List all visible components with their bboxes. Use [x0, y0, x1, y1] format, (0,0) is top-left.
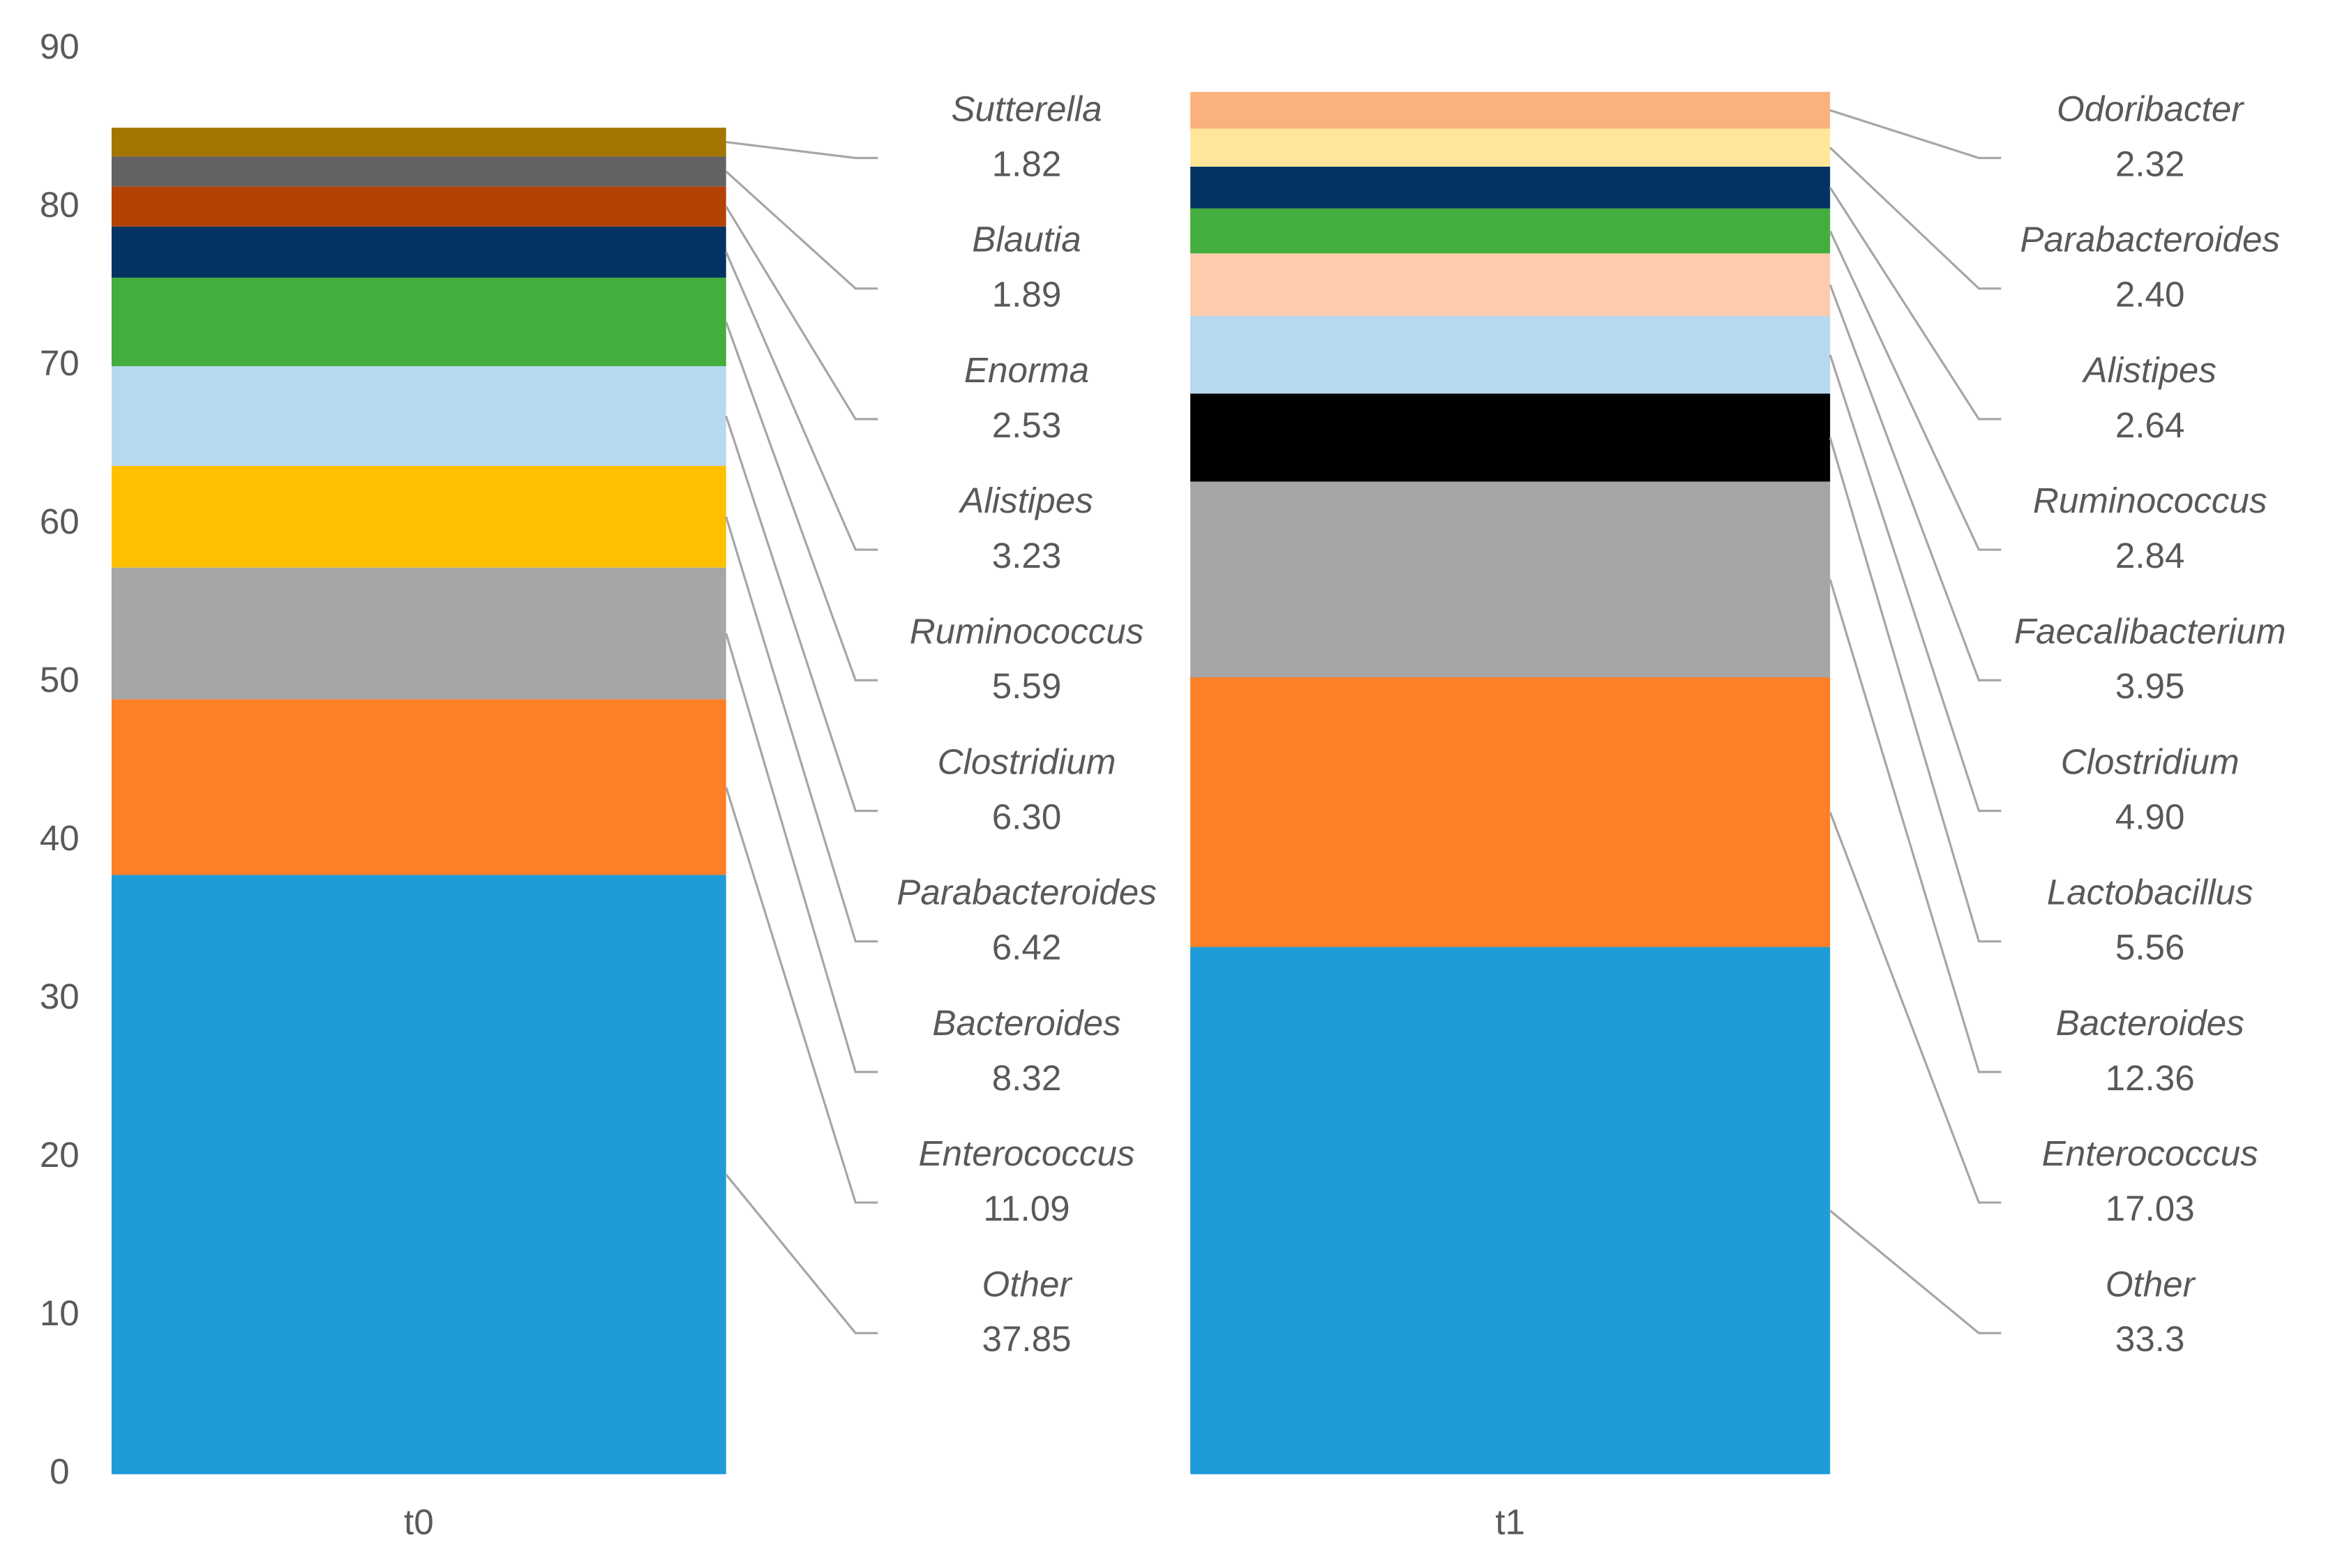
segment-value: 2.64 [2115, 405, 2185, 445]
leader-line [1829, 811, 2002, 1204]
y-tick-label: 70 [40, 343, 80, 383]
segment-value: 6.42 [992, 928, 1062, 967]
leader-line [725, 206, 878, 421]
y-tick-label: 40 [40, 818, 80, 858]
bar-segment [111, 875, 726, 1475]
bar-segment [1190, 166, 1831, 209]
segment-name: Faecalibacterium [2014, 611, 2286, 651]
segment-name: Lactobacillus [2047, 873, 2253, 912]
bar-segment [1190, 315, 1831, 394]
segment-value: 2.40 [2115, 275, 2185, 315]
bar-segment [111, 567, 726, 700]
leader-line [725, 170, 878, 290]
segment-name: Odoribacter [2057, 89, 2244, 129]
segment-value: 6.30 [992, 797, 1062, 836]
segment-name: Alistipes [958, 481, 1093, 520]
segment-name: Clostridium [938, 742, 1116, 782]
leader-line [1829, 230, 2002, 551]
segment-value: 12.36 [2106, 1058, 2195, 1098]
bar-segment [111, 365, 726, 466]
leader-line [725, 251, 878, 551]
segment-name: Sutterella [951, 89, 1102, 129]
segment-name: Enterococcus [919, 1133, 1135, 1173]
segment-value: 37.85 [982, 1319, 1071, 1359]
segment-value: 8.32 [992, 1058, 1062, 1098]
segment-name: Parabacteroides [2020, 220, 2280, 259]
segment-value: 3.23 [992, 536, 1062, 575]
segment-value: 3.95 [2115, 666, 2185, 706]
bar-segment [111, 278, 726, 366]
segment-name: Bacteroides [2056, 1003, 2244, 1043]
y-tick-label: 80 [40, 185, 80, 225]
x-tick-label: t0 [404, 1502, 434, 1542]
segment-value: 33.3 [2115, 1319, 2185, 1359]
leader-line [725, 786, 878, 1204]
y-tick-label: 30 [40, 977, 80, 1016]
segment-value: 11.09 [983, 1189, 1070, 1228]
segment-value: 1.82 [992, 144, 1062, 183]
segment-value: 2.32 [2115, 144, 2185, 183]
y-tick-label: 10 [40, 1293, 80, 1333]
leader-line [726, 141, 878, 160]
leader-line [725, 321, 878, 681]
bar-segment [1190, 393, 1831, 482]
leader-line [1829, 1209, 2002, 1334]
segment-name: Clostridium [2061, 742, 2240, 782]
segment-value: 4.90 [2115, 797, 2185, 836]
bar-segment [111, 699, 726, 875]
leader-line [725, 415, 878, 813]
bar-segment [1190, 677, 1831, 947]
bar-segment [1190, 91, 1831, 129]
bar-segment [1190, 253, 1831, 316]
bar-segment [111, 128, 726, 157]
bar-segment [1190, 208, 1831, 254]
bar-segment [111, 156, 726, 187]
leader-line [1829, 437, 2002, 943]
segment-name: Enorma [964, 350, 1089, 390]
y-tick-label: 60 [40, 502, 80, 541]
leader-line [725, 1173, 878, 1334]
bar-segment [1190, 947, 1831, 1475]
y-tick-label: 90 [40, 27, 80, 66]
leader-line [1829, 109, 2002, 160]
leader-line [1829, 284, 2002, 681]
leader-line [725, 633, 878, 1073]
bar-segment [1190, 481, 1831, 678]
segment-value: 5.56 [2115, 928, 2185, 967]
bar-segment [1190, 128, 1831, 167]
segment-name: Other [2106, 1264, 2196, 1304]
y-tick-label: 50 [40, 660, 80, 700]
bar-segment [111, 226, 726, 278]
leader-line [725, 516, 878, 943]
bar-segment [111, 465, 726, 568]
leader-line [1829, 146, 2002, 290]
segment-name: Enterococcus [2042, 1133, 2258, 1173]
segment-name: Blautia [972, 220, 1081, 259]
bar-segment [111, 186, 726, 227]
segment-name: Ruminococcus [910, 611, 1144, 651]
leader-line [1829, 579, 2002, 1073]
y-tick-label: 20 [40, 1135, 80, 1175]
x-tick-label: t1 [1495, 1502, 1525, 1542]
segment-value: 17.03 [2106, 1189, 2195, 1228]
leader-line [1829, 187, 2002, 421]
y-tick-label: 0 [50, 1452, 69, 1491]
segment-name: Parabacteroides [897, 873, 1157, 912]
segment-name: Ruminococcus [2033, 481, 2267, 520]
leader-line [1829, 354, 2002, 813]
segment-value: 1.89 [992, 275, 1062, 315]
segment-value: 5.59 [992, 666, 1062, 706]
segment-name: Other [982, 1264, 1073, 1304]
segment-name: Alistipes [2081, 350, 2216, 390]
segment-name: Bacteroides [932, 1003, 1120, 1043]
segment-value: 2.84 [2115, 536, 2185, 575]
segment-value: 2.53 [992, 405, 1062, 445]
